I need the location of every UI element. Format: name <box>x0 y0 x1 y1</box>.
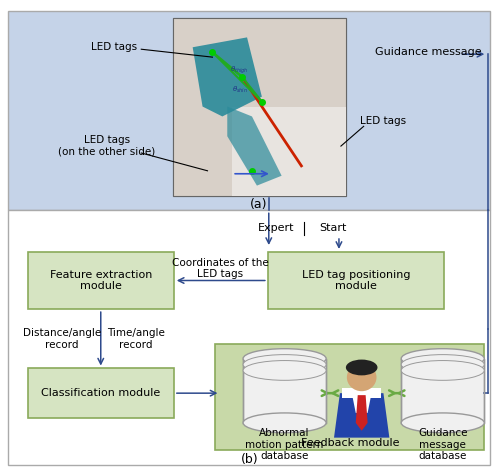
FancyBboxPatch shape <box>268 252 444 309</box>
Polygon shape <box>356 395 368 431</box>
Text: Coordinates of the
LED tags: Coordinates of the LED tags <box>172 258 268 279</box>
Ellipse shape <box>401 355 484 375</box>
Text: Feature extraction
module: Feature extraction module <box>50 270 152 291</box>
Ellipse shape <box>243 360 326 380</box>
Text: $\theta_{thigh}$: $\theta_{thigh}$ <box>230 65 249 76</box>
FancyBboxPatch shape <box>28 368 174 418</box>
Text: Time/angle
record: Time/angle record <box>106 328 164 349</box>
Text: Guidance
message
database: Guidance message database <box>418 428 468 461</box>
FancyBboxPatch shape <box>342 388 382 398</box>
Polygon shape <box>228 107 281 186</box>
Text: Feedback module: Feedback module <box>300 437 399 447</box>
Text: Abnormal
motion pattern
database: Abnormal motion pattern database <box>246 428 324 461</box>
Text: LED tags: LED tags <box>90 42 136 52</box>
Ellipse shape <box>243 413 326 433</box>
Text: Distance/angle
record: Distance/angle record <box>22 328 101 349</box>
Polygon shape <box>192 38 262 117</box>
FancyBboxPatch shape <box>8 10 490 210</box>
Text: Expert: Expert <box>258 223 294 233</box>
FancyBboxPatch shape <box>173 18 346 196</box>
FancyBboxPatch shape <box>401 358 484 423</box>
Ellipse shape <box>243 355 326 375</box>
Polygon shape <box>352 393 372 413</box>
FancyBboxPatch shape <box>216 344 484 450</box>
Text: LED tags
(on the other side): LED tags (on the other side) <box>58 135 156 157</box>
Text: $\theta_{shin}$: $\theta_{shin}$ <box>232 85 248 95</box>
FancyBboxPatch shape <box>8 210 490 466</box>
FancyBboxPatch shape <box>243 358 326 423</box>
Text: Classification module: Classification module <box>41 388 160 398</box>
Text: (a): (a) <box>250 198 268 211</box>
Text: Guidance message: Guidance message <box>374 47 481 57</box>
Text: LED tags: LED tags <box>360 116 406 126</box>
Ellipse shape <box>401 413 484 433</box>
Ellipse shape <box>401 349 484 368</box>
Text: (b): (b) <box>241 453 259 466</box>
Text: Start: Start <box>319 223 346 233</box>
Ellipse shape <box>243 349 326 368</box>
Ellipse shape <box>347 364 376 391</box>
Ellipse shape <box>401 360 484 380</box>
Polygon shape <box>334 393 390 437</box>
Text: LED tag positioning
module: LED tag positioning module <box>302 270 410 291</box>
FancyBboxPatch shape <box>232 107 346 196</box>
FancyBboxPatch shape <box>28 252 174 309</box>
FancyBboxPatch shape <box>173 18 346 196</box>
Ellipse shape <box>346 359 378 376</box>
